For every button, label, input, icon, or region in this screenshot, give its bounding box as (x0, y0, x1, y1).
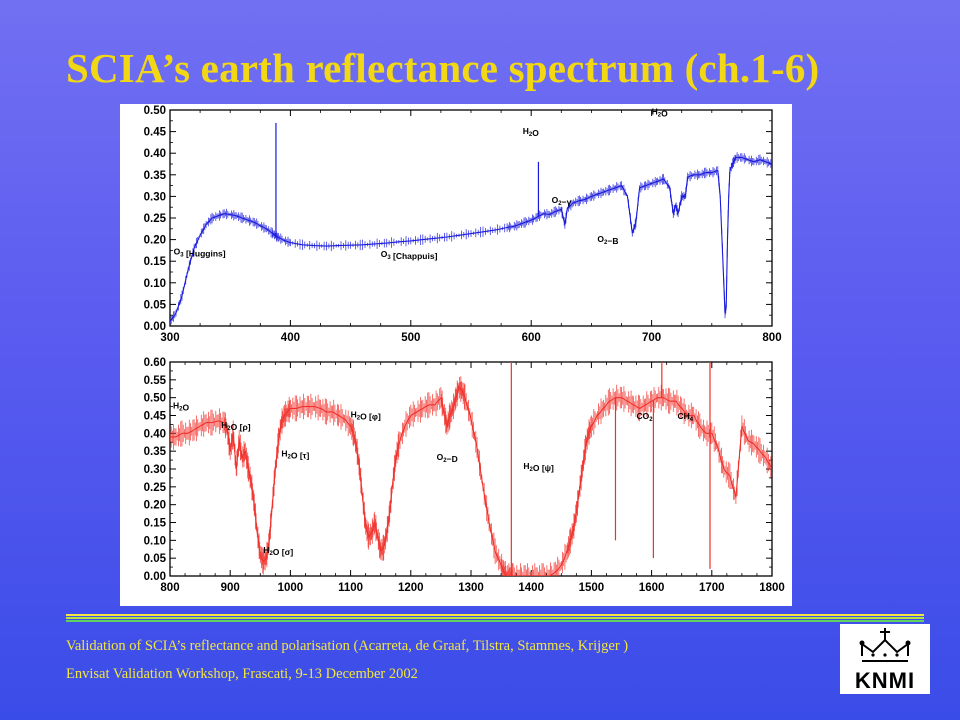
y-tick-label: 0.05 (144, 299, 167, 311)
band-annotation: CO2 (637, 411, 654, 423)
x-tick-label: 1000 (278, 582, 304, 594)
y-tick-label: 0.60 (144, 357, 166, 369)
y-tick-label: 0.45 (144, 127, 167, 139)
band-annotation: H2O (652, 106, 668, 118)
plot-area (170, 362, 772, 576)
band-annotation: H2O [ρ] (221, 420, 251, 432)
x-tick-label: 1800 (759, 582, 785, 594)
band-annotation: O2−D (437, 452, 458, 464)
x-tick-label: 1600 (639, 582, 665, 594)
x-tick-label: 1300 (458, 582, 484, 594)
y-tick-label: 0.50 (144, 393, 166, 405)
y-tick-label: 0.00 (144, 571, 166, 583)
y-tick-label: 0.20 (144, 235, 166, 247)
x-tick-label: 800 (160, 582, 179, 594)
y-tick-label: 0.40 (144, 148, 166, 160)
y-tick-label: 0.30 (144, 191, 166, 203)
y-tick-label: 0.25 (144, 482, 167, 494)
chart-channels-5-6: 0.00 0.05 0.10 0.15 0.20 0.25 0.30 0.35 0.40 0.45… (144, 357, 785, 594)
crown-icon: KNMI (855, 628, 915, 693)
band-annotation: O2−B (597, 234, 618, 246)
y-tick-label: 0.05 (144, 553, 167, 565)
band-annotation: O3 [Huggins] (174, 247, 226, 259)
x-tick-label: 300 (160, 332, 179, 344)
x-tick-label: 1700 (699, 582, 725, 594)
y-tick-label: 0.35 (144, 170, 167, 182)
y-tick-label: 0.25 (144, 213, 167, 225)
band-annotation: H2O (523, 126, 539, 138)
y-tick-label: 0.20 (144, 500, 166, 512)
x-tick-label: 1200 (398, 582, 424, 594)
y-tick-label: 0.40 (144, 428, 166, 440)
x-tick-label: 900 (221, 582, 240, 594)
band-annotation: H2O (173, 400, 189, 412)
knmi-logo: KNMI (840, 624, 930, 694)
x-tick-label: 600 (522, 332, 541, 344)
x-tick-label: 1400 (518, 582, 544, 594)
series-noise-1-0 (170, 376, 772, 576)
y-tick-label: 0.10 (144, 278, 166, 290)
plot-frame (169, 361, 773, 577)
y-tick-label: 0.10 (144, 535, 166, 547)
band-annotation: O2−γ (552, 195, 572, 207)
logo-text: KNMI (855, 668, 915, 693)
y-tick-label: 0.30 (144, 464, 166, 476)
figure-panel: 0.00 0.05 0.10 0.15 0.20 0.25 0.30 0.35 0.40 0.45… (120, 104, 792, 606)
series-noise-0-0 (170, 152, 772, 325)
y-tick-label: 0.50 (144, 105, 166, 117)
band-annotation: H2O [σ] (263, 545, 293, 557)
y-tick-label: 0.55 (144, 375, 167, 387)
y-tick-label: 0.35 (144, 446, 167, 458)
band-annotation: H2O [τ] (281, 449, 309, 461)
band-annotation: CH4 (677, 411, 693, 423)
x-tick-label: 700 (642, 332, 661, 344)
series-line-0-0 (170, 156, 772, 323)
y-tick-label: 0.15 (144, 518, 167, 530)
y-tick-label: 0.45 (144, 411, 167, 423)
footer-divider (66, 614, 924, 624)
x-tick-label: 400 (281, 332, 300, 344)
x-tick-label: 800 (762, 332, 781, 344)
y-tick-label: 0.15 (144, 256, 167, 268)
footer-citation: Validation of SCIA’s reflectance and pol… (66, 638, 629, 654)
band-annotation: H2O [φ] (351, 409, 381, 421)
chart-channels-1-4: 0.00 0.05 0.10 0.15 0.20 0.25 0.30 0.35 0.40 0.45… (144, 105, 782, 344)
x-tick-label: 1100 (338, 582, 363, 594)
plot-area (170, 122, 772, 325)
spectrum-charts: 0.00 0.05 0.10 0.15 0.20 0.25 0.30 0.35 0.40 0.45… (144, 105, 785, 594)
band-annotation: H2O [ψ] (523, 461, 554, 473)
y-tick-label: 0.00 (144, 321, 166, 333)
footer-event: Envisat Validation Workshop, Frascati, 9… (66, 666, 418, 682)
x-tick-label: 500 (401, 332, 420, 344)
slide-title: SCIA’s earth reflectance spectrum (ch.1-… (66, 45, 820, 91)
plot-frame (169, 109, 773, 327)
band-annotation: O3 [Chappuis] (381, 249, 438, 261)
x-tick-label: 1500 (579, 582, 605, 594)
